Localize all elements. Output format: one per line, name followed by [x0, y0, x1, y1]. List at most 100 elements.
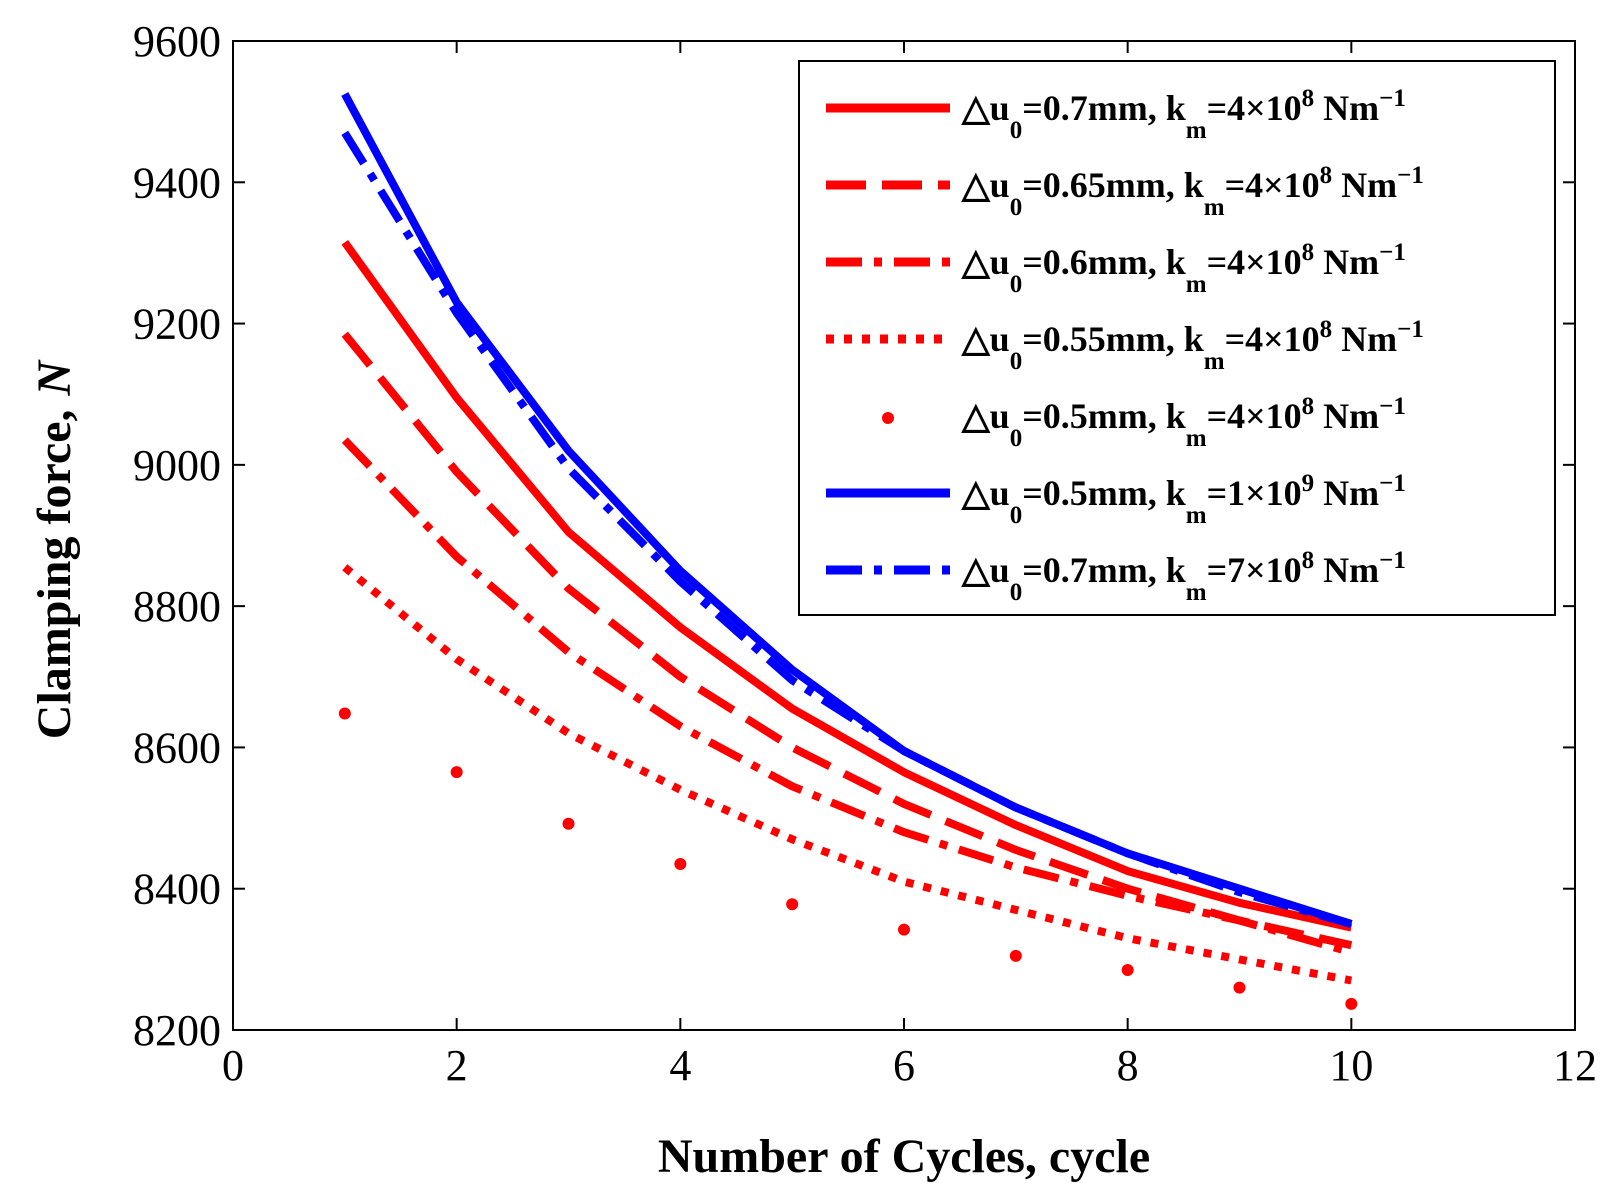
data-point	[450, 766, 463, 779]
legend-text-delta: △u	[961, 319, 1010, 359]
y-tick-label: 8400	[133, 865, 221, 914]
legend-label: △u0=0.55mm, km=4×108 Nm−1	[961, 316, 1424, 375]
x-tick-label: 10	[1329, 1041, 1373, 1090]
legend-text-unit: Nm	[1314, 550, 1379, 590]
y-tick-label: 9200	[133, 300, 221, 349]
x-tick-label: 0	[222, 1041, 244, 1090]
legend-text-unit-exp: −1	[1379, 85, 1406, 112]
legend-text-sub0: 0	[1010, 502, 1023, 529]
legend-box	[798, 60, 1556, 616]
legend-text-unit-exp: −1	[1379, 547, 1406, 574]
legend-text-delta: △u	[961, 88, 1010, 128]
legend-text-unit: Nm	[1314, 473, 1379, 513]
data-point	[786, 898, 799, 911]
data-point	[1233, 981, 1246, 994]
y-tick-label: 9600	[133, 17, 221, 66]
legend-text-eq: =0.7mm, k	[1022, 88, 1186, 128]
x-tick-label: 12	[1553, 1041, 1597, 1090]
legend: △u0=0.7mm, km=4×108 Nm−1△u0=0.65mm, km=4…	[798, 60, 1556, 616]
data-point	[1009, 949, 1022, 962]
legend-text-exp: 8	[1302, 393, 1315, 420]
series-7-line	[341, 130, 1353, 928]
series-5-points	[338, 707, 1358, 1010]
legend-text-subm: m	[1204, 194, 1225, 221]
series-3-line	[341, 437, 1353, 957]
legend-text-coef: =4×10	[1207, 242, 1302, 282]
data-point	[562, 817, 575, 830]
legend-text-sub0: 0	[1010, 425, 1023, 452]
data-point	[898, 923, 910, 936]
y-tick-label: 9400	[133, 158, 221, 207]
legend-text-sub0: 0	[1010, 579, 1023, 606]
legend-text-unit: Nm	[1314, 242, 1379, 282]
x-tick-label: 6	[893, 1041, 915, 1090]
legend-text-eq: =0.55mm, k	[1022, 319, 1204, 359]
legend-text-eq: =0.6mm, k	[1022, 242, 1186, 282]
data-point	[1345, 997, 1358, 1010]
legend-text-unit-exp: −1	[1397, 316, 1424, 343]
x-tick-label: 4	[669, 1041, 691, 1090]
legend-text-delta: △u	[961, 242, 1010, 282]
y-axis-title-main: Clamping force,	[28, 409, 81, 739]
legend-text-delta: △u	[961, 473, 1010, 513]
series-layer	[338, 92, 1358, 1010]
legend-text-unit: Nm	[1332, 165, 1397, 205]
data-point	[1121, 963, 1134, 976]
legend-text-exp: 8	[1302, 85, 1315, 112]
y-tick-label: 8200	[133, 1006, 221, 1055]
legend-label: △u0=0.7mm, km=4×108 Nm−1	[961, 85, 1406, 144]
legend-label: △u0=0.65mm, km=4×108 Nm−1	[961, 162, 1424, 221]
legend-text-coef: =1×10	[1207, 473, 1302, 513]
legend-text-eq: =0.5mm, k	[1022, 473, 1186, 513]
legend-text-sub0: 0	[1010, 348, 1023, 375]
y-tick-label: 8600	[133, 723, 221, 772]
legend-text-sub0: 0	[1010, 117, 1023, 144]
legend-text-eq: =0.7mm, k	[1022, 550, 1186, 590]
legend-text-unit: Nm	[1314, 396, 1379, 436]
y-axis-title-unit: N	[28, 358, 81, 396]
x-tick-label: 8	[1117, 1041, 1139, 1090]
legend-text-delta: △u	[961, 396, 1010, 436]
legend-text-coef: =4×10	[1207, 88, 1302, 128]
legend-marker	[882, 412, 894, 424]
series-6-line	[341, 92, 1353, 928]
legend-text-unit-exp: −1	[1379, 239, 1406, 266]
legend-text-subm: m	[1186, 579, 1207, 606]
y-tick-label: 9000	[133, 441, 221, 490]
legend-label: △u0=0.7mm, km=7×108 Nm−1	[961, 547, 1406, 606]
legend-label: △u0=0.5mm, km=4×108 Nm−1	[961, 393, 1406, 452]
legend-text-coef: =4×10	[1207, 396, 1302, 436]
legend-text-exp: 8	[1320, 316, 1333, 343]
data-point	[338, 707, 351, 720]
legend-text-sub0: 0	[1010, 194, 1023, 221]
legend-text-subm: m	[1186, 502, 1207, 529]
legend-text-coef: =4×10	[1225, 319, 1320, 359]
data-point	[674, 857, 687, 870]
y-axis-title: Clamping force, N	[28, 358, 81, 739]
legend-text-subm: m	[1186, 271, 1207, 298]
legend-text-eq: =0.65mm, k	[1022, 165, 1204, 205]
y-tick-label: 8800	[133, 582, 221, 631]
x-tick-label: 2	[446, 1041, 468, 1090]
legend-text-coef: =4×10	[1225, 165, 1320, 205]
legend-text-eq: =0.5mm, k	[1022, 396, 1186, 436]
legend-text-exp: 8	[1302, 239, 1315, 266]
legend-text-unit-exp: −1	[1379, 470, 1406, 497]
legend-text-subm: m	[1186, 117, 1207, 144]
axis-ticks: 0 2 4 6 8 10 128200840086008800900092009400960…	[133, 17, 1597, 1090]
legend-text-unit-exp: −1	[1397, 162, 1424, 189]
legend-text-unit: Nm	[1314, 88, 1379, 128]
legend-text-sub0: 0	[1010, 271, 1023, 298]
legend-text-exp: 9	[1302, 470, 1315, 497]
legend-text-coef: =7×10	[1207, 550, 1302, 590]
legend-text-unit-exp: −1	[1379, 393, 1406, 420]
legend-label: △u0=0.6mm, km=4×108 Nm−1	[961, 239, 1406, 298]
legend-label: △u0=0.5mm, km=1×109 Nm−1	[961, 470, 1406, 529]
series-1-line	[341, 239, 1353, 932]
x-axis-title: Number of Cycles, cycle	[658, 1130, 1150, 1183]
legend-text-subm: m	[1186, 425, 1207, 452]
legend-text-subm: m	[1204, 348, 1225, 375]
legend-text-unit: Nm	[1332, 319, 1397, 359]
legend-text-delta: △u	[961, 550, 1010, 590]
